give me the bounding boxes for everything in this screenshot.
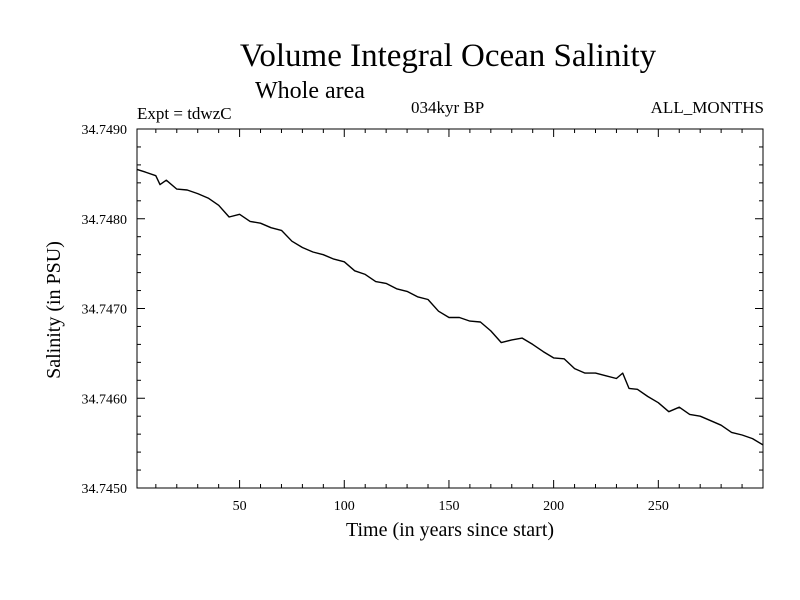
experiment-label: Expt = tdwzC	[137, 104, 232, 123]
x-tick-labels: 50 100 150 200 250	[233, 499, 669, 514]
salinity-series-line	[136, 168, 764, 446]
x-axis-label: Time (in years since start)	[346, 519, 554, 541]
plot-frame	[136, 128, 764, 489]
x-tick-label: 200	[543, 499, 564, 514]
y-tick-label: 34.7480	[82, 213, 128, 228]
y-tick-label: 34.7470	[82, 303, 128, 318]
y-tick-label: 34.7450	[82, 482, 128, 497]
x-tick-label: 250	[648, 499, 669, 514]
y-tick-label: 34.7490	[82, 123, 128, 138]
x-tick-label: 50	[233, 499, 247, 514]
chart-subtitle: Whole area	[255, 78, 365, 104]
y-axis-label: Salinity (in PSU)	[43, 241, 65, 379]
period-label: 034kyr BP	[411, 98, 485, 117]
months-label: ALL_MONTHS	[650, 98, 764, 117]
x-tick-label: 150	[438, 499, 459, 514]
axis-ticks	[137, 129, 763, 488]
chart-title: Volume Integral Ocean Salinity	[239, 38, 657, 74]
y-tick-labels: 34.7450 34.7460 34.7470 34.7480 34.7490	[82, 123, 128, 497]
y-tick-label: 34.7460	[82, 392, 128, 407]
x-tick-label: 100	[334, 499, 355, 514]
